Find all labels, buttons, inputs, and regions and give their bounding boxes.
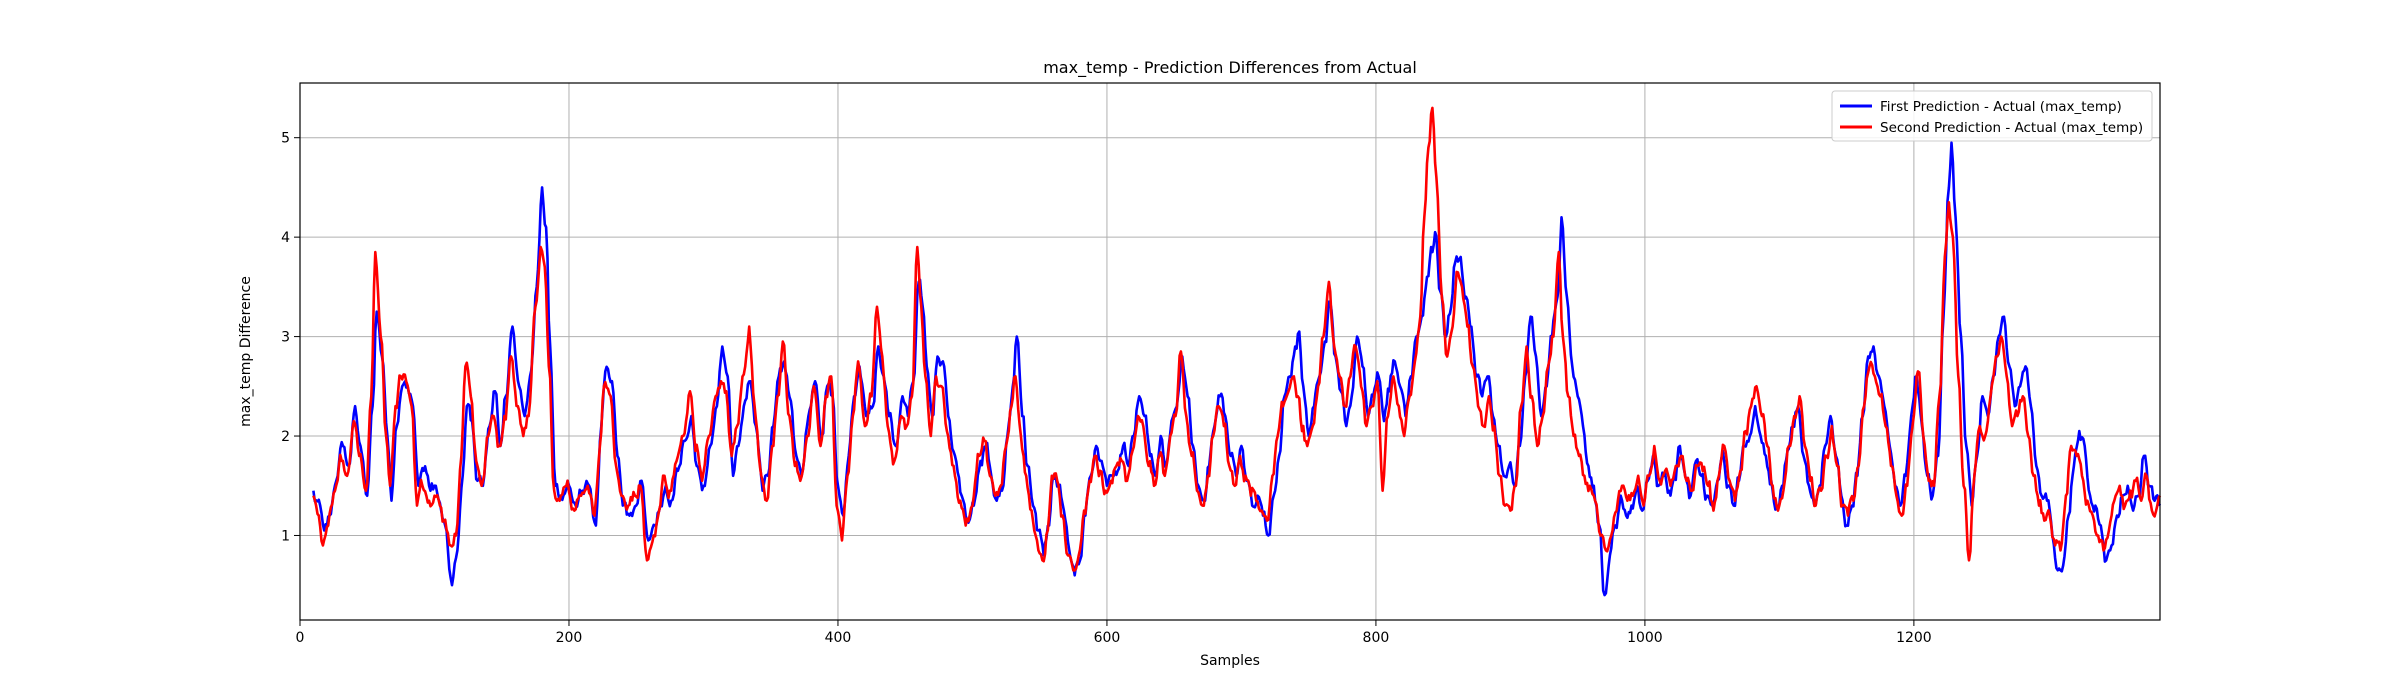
legend: First Prediction - Actual (max_temp) Sec… <box>1831 90 2153 142</box>
x-tick-label: 1200 <box>1896 630 1932 646</box>
x-tick-label: 1000 <box>1627 630 1663 646</box>
x-tick-label: 400 <box>825 630 852 646</box>
legend-label-first-prediction: First Prediction - Actual (max_temp) <box>1880 99 2122 115</box>
y-tick-label: 3 <box>281 330 290 346</box>
x-axis-label: Samples <box>1200 653 1260 669</box>
y-axis-ticks: 1 2 3 4 5 <box>281 131 300 544</box>
chart-title: max_temp - Prediction Differences from A… <box>1043 58 1417 78</box>
legend-label-second-prediction: Second Prediction - Actual (max_temp) <box>1880 120 2143 136</box>
x-tick-label: 800 <box>1363 630 1390 646</box>
legend-box <box>1831 90 2153 142</box>
x-axis-ticks: 0 200 400 600 800 1000 1200 <box>296 620 1932 646</box>
y-axis-label: max_temp Difference <box>238 276 254 427</box>
x-tick-label: 200 <box>556 630 583 646</box>
x-tick-label: 600 <box>1094 630 1121 646</box>
y-tick-label: 5 <box>281 131 290 147</box>
plot-frame <box>299 82 2161 621</box>
series-line-second-prediction <box>312 106 2162 572</box>
y-tick-label: 1 <box>281 528 290 544</box>
y-tick-label: 2 <box>281 429 290 445</box>
x-tick-label: 0 <box>296 630 305 646</box>
series-lines <box>312 106 2162 597</box>
y-tick-label: 4 <box>281 230 290 246</box>
